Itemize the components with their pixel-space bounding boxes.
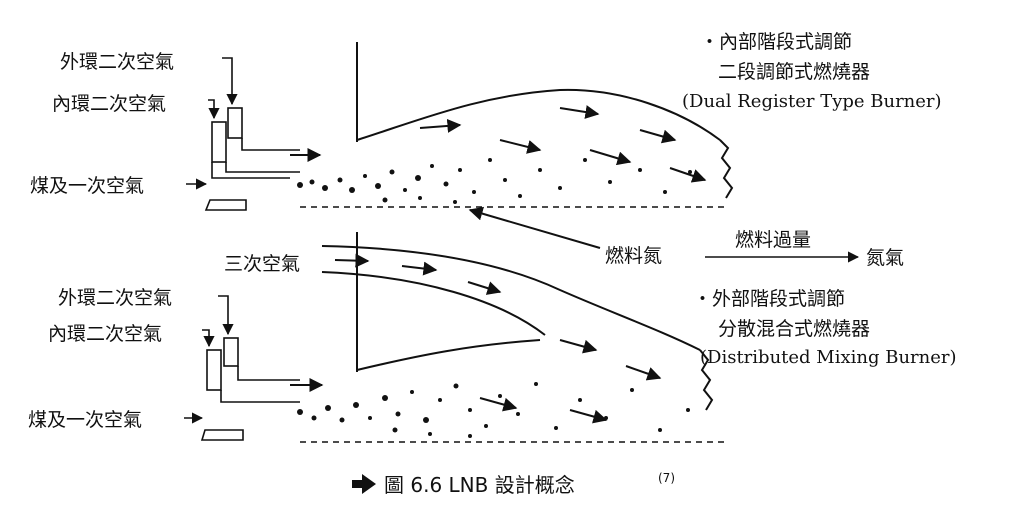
bottom-burner-name-en: (Distributed Mixing Burner) (700, 347, 957, 368)
inner-secondary-duct (211, 121, 227, 163)
fuel-nitrogen-label: 燃料氮 (605, 245, 662, 267)
burner-nozzle-bottom (200, 429, 244, 441)
flame-tip (719, 139, 734, 199)
top-inner-secondary-air-label: 內環二次空氣 (52, 93, 166, 115)
bottom-inner-secondary-air-label: 內環二次空氣 (48, 323, 162, 345)
inner-secondary-duct-bottom (206, 349, 222, 391)
outer-secondary-duct (227, 107, 243, 139)
bottom-burner-name-zh: 分散混合式燃燒器 (718, 318, 870, 340)
tertiary-channel-upper (321, 245, 701, 351)
outer-duct-channel (241, 138, 300, 151)
outer-air-feed-arrow (222, 57, 238, 106)
top-burner: 外環二次空氣 內環二次空氣 煤及一次空氣 ・內部階段式調節 二段調節式燃燒器 (… (30, 31, 942, 211)
coal-particles-top (297, 158, 692, 204)
inner-duct-channel (225, 162, 300, 173)
nitrogen-conversion: 燃料氮 燃料過量 氮氣 (468, 206, 904, 269)
flow-arrows-top (290, 105, 707, 183)
top-burner-name-zh: 二段調節式燃燒器 (718, 61, 870, 83)
tertiary-air-label: 三次空氣 (224, 253, 300, 275)
coal-particles-bottom (297, 382, 690, 438)
caption-text: 圖 6.6 LNB 設計概念 (384, 473, 575, 497)
top-outer-secondary-air-label: 外環二次空氣 (60, 51, 174, 73)
inner-duct-channel-bottom (220, 390, 300, 403)
top-burner-name-en: (Dual Register Type Burner) (682, 91, 942, 112)
flame-tip-bottom (699, 349, 714, 411)
tertiary-channel-lower (321, 271, 546, 336)
top-coal-primary-air-label: 煤及一次空氣 (30, 175, 144, 197)
outer-air-feed-arrow-bottom (218, 295, 234, 336)
flame-envelope-bottom (356, 339, 541, 371)
fuel-nitrogen-arrow (468, 206, 601, 249)
caption-reference: (7) (658, 471, 675, 485)
bottom-burner: 三次空氣 外環二次空氣 內環二次空氣 煤及一次空氣 ・外部階段式調節 分散混合式… (28, 232, 957, 443)
bottom-stage-title: ・外部階段式調節 (693, 288, 845, 310)
bottom-coal-primary-air-label: 煤及一次空氣 (28, 409, 142, 431)
nitrogen-gas-label: 氮氣 (866, 247, 904, 269)
flame-envelope-upper (356, 88, 721, 141)
excess-fuel-label: 燃料過量 (735, 229, 811, 251)
outer-secondary-duct-bottom (223, 337, 239, 367)
flow-arrows-bottom (290, 253, 662, 424)
burner-nozzle (204, 199, 247, 211)
top-stage-title: ・內部階段式調節 (700, 31, 852, 53)
primary-channel-top (211, 162, 290, 179)
inner-air-feed-arrow (208, 99, 220, 120)
figure-caption: 圖 6.6 LNB 設計概念 (7) (352, 471, 675, 497)
bottom-outer-secondary-air-label: 外環二次空氣 (58, 287, 172, 309)
outer-duct-channel-bottom (237, 366, 300, 381)
right-arrow-icon (352, 474, 376, 494)
inner-air-feed-arrow-bottom (202, 329, 215, 348)
